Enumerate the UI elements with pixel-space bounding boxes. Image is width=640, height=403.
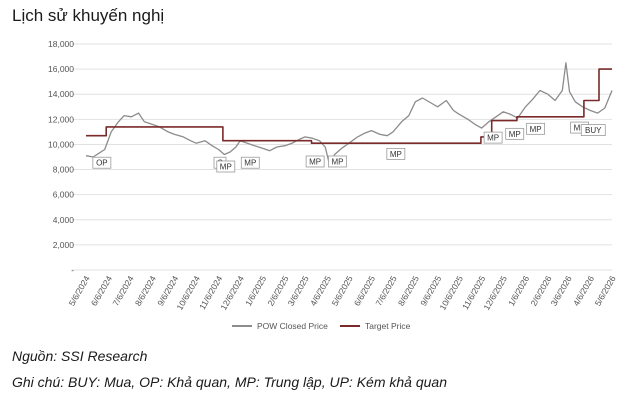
annotation-box [580,124,606,136]
annotation-label: MP [309,157,321,166]
gridlines [72,43,612,271]
y-tick-label: 4,000 [53,215,75,225]
y-tick-label: - [71,265,74,275]
series-lines [85,62,613,166]
y-axis-ticks: - 2,000 4,000 6,000 8,000 10,000 12,000 14,000 1… [48,39,74,275]
y-tick-label: 8,000 [53,165,75,175]
y-tick-label: 10,000 [48,139,74,149]
recommendation-annotations: OPCMPMPMPMPMPMPMPMPMPBUY [92,121,606,173]
y-tick-label: 16,000 [48,64,74,74]
source-note: Nguồn: SSI Research [12,348,148,364]
y-tick-label: 6,000 [53,190,75,200]
annotation-box [505,127,525,140]
legend: POW Closed Price Target Price [232,321,411,331]
annotation-box [526,122,546,135]
annotation-label: MP [331,157,343,166]
y-tick-label: 12,000 [48,114,74,124]
annotation-label: OP [96,159,108,168]
y-tick-label: 14,000 [48,89,74,99]
annotation-label: MP [244,159,256,168]
annotation-label: MP [390,150,402,159]
annotation-box [386,148,406,160]
annotation-box [92,156,112,169]
legend-label: POW Closed Price [257,321,328,331]
legend-label: Target Price [365,321,411,331]
annotation-box [240,156,260,169]
annotation-box [328,155,347,168]
annotation-box [305,155,325,168]
annotation-label: MP [487,134,499,143]
y-tick-label: 2,000 [53,240,75,250]
x-tick-label: 5/6/2026 [593,274,618,308]
x-axis-ticks: 5/6/20246/6/20247/6/20248/6/20249/6/2024… [67,274,618,312]
price-chart: - 2,000 4,000 6,000 8,000 10,000 12,000 14,000 1… [48,39,618,331]
annotation-label: MP [530,125,542,134]
annotation-label: MP [220,163,232,172]
annotation-box [483,131,503,144]
annotation-box [216,160,236,173]
annotation-label: BUY [585,126,602,135]
footnote: Ghi chú: BUY: Mua, OP: Khả quan, MP: Tru… [12,374,447,390]
chart-title: Lịch sử khuyến nghị [12,6,165,25]
closed-price-line [85,62,613,166]
annotation-label: MP [574,124,586,133]
annotation-label: MP [509,130,521,139]
y-tick-label: 18,000 [48,39,74,49]
